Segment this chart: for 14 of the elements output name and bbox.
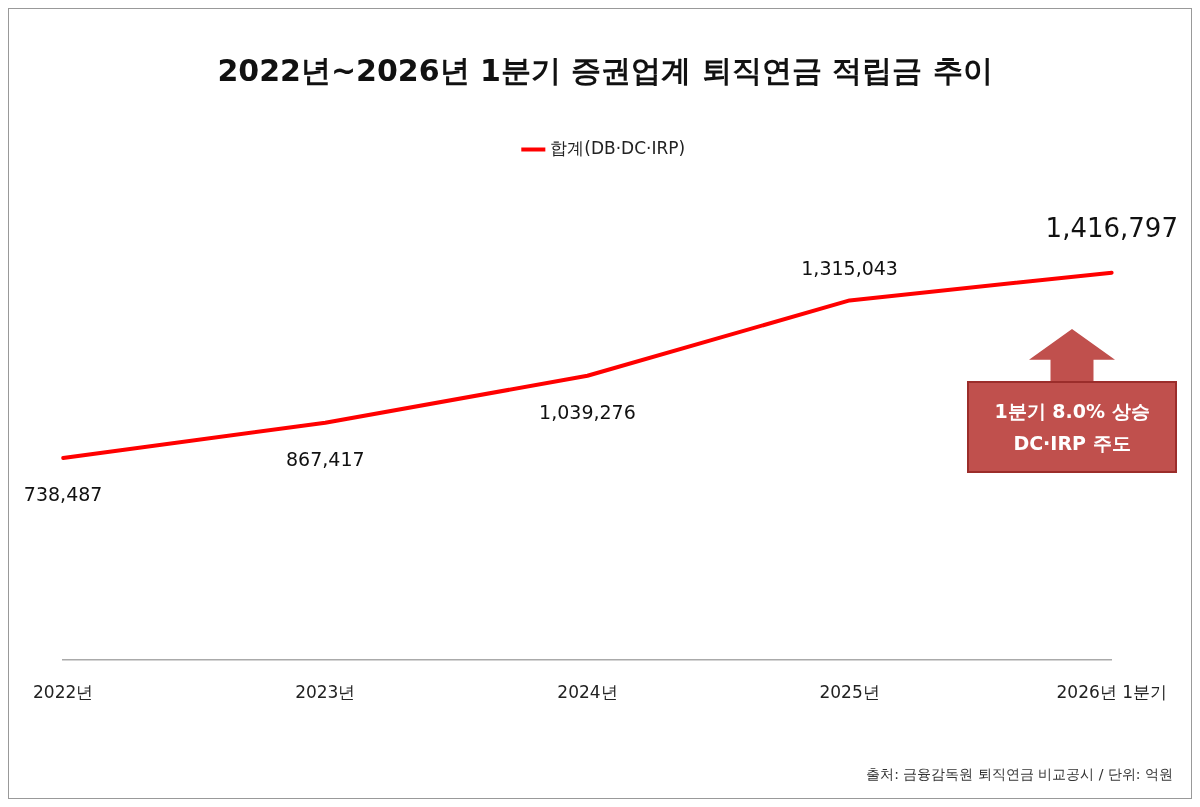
- data-label: 1,039,276: [539, 400, 636, 423]
- data-label: 867,417: [286, 447, 365, 470]
- x-tick-label: 2024년: [557, 682, 618, 703]
- data-label: 738,487: [23, 482, 103, 505]
- chart-title: 2022년~2026년 1분기 증권업계 퇴직연금 적립금 추이: [217, 52, 993, 88]
- data-label: 1,416,797: [1045, 213, 1178, 244]
- x-tick-label: 2023년: [295, 682, 356, 703]
- x-tick-label: 2026년 1분기: [1056, 682, 1167, 703]
- x-tick-label: 2025년: [819, 682, 880, 703]
- data-label: 1,315,043: [801, 257, 898, 280]
- source-note: 출처: 금융감독원 퇴직연금 비교공시 / 단위: 억원: [866, 766, 1173, 784]
- annotation: 1분기 8.0% 상승 DC·IRP 주도: [993, 399, 1151, 456]
- x-tick-label: 2022년: [33, 682, 94, 703]
- legend-label: 합계(DB·DC·IRP): [550, 137, 686, 158]
